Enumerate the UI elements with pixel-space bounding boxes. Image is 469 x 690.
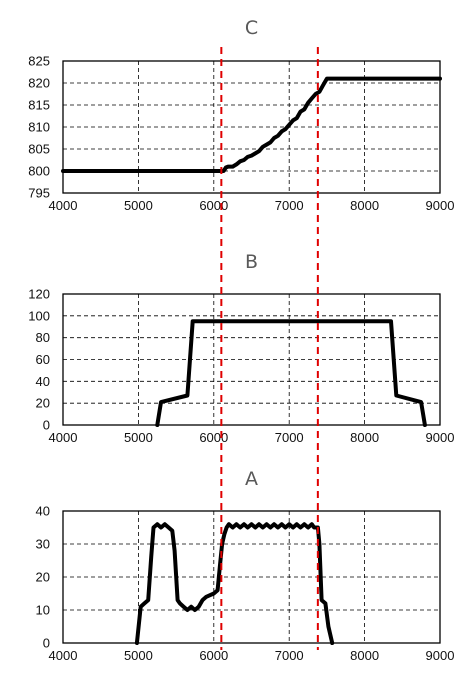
x-tick-label: 5000 — [124, 198, 153, 213]
x-tick-label: 9000 — [426, 198, 455, 213]
chart-c: C 4000 5000 6000 7000 8000 9000 795 800 805 810 815… — [28, 17, 454, 213]
y-tick-label: 0 — [43, 418, 50, 433]
y-tick-label: 40 — [36, 374, 50, 389]
y-tick-label: 795 — [28, 186, 50, 201]
y-tick-label: 60 — [36, 352, 50, 367]
chart-title: A — [245, 468, 258, 490]
series-line — [155, 319, 427, 427]
x-tick-label: 4000 — [49, 198, 78, 213]
x-tick-label: 5000 — [124, 430, 153, 445]
y-tick-label: 100 — [28, 308, 50, 323]
y-tick-label: 805 — [28, 142, 50, 157]
plot-area — [62, 510, 441, 644]
x-tick-label: 8000 — [350, 648, 379, 663]
x-tick-label: 4000 — [49, 648, 78, 663]
marker-lines — [220, 47, 319, 650]
x-tick-label: 7000 — [275, 198, 304, 213]
x-tick-label: 4000 — [49, 430, 78, 445]
y-tick-label: 815 — [28, 98, 50, 113]
chart-title: B — [245, 251, 258, 273]
y-tick-label: 825 — [28, 54, 50, 69]
y-tick-label: 20 — [36, 396, 50, 411]
y-tick-label: 10 — [36, 603, 50, 618]
y-tick-label: 810 — [28, 120, 50, 135]
y-tick-label: 20 — [36, 570, 50, 585]
series-line — [134, 522, 335, 645]
x-tick-label: 8000 — [350, 430, 379, 445]
y-tick-label: 820 — [28, 76, 50, 91]
x-tick-label: 9000 — [426, 430, 455, 445]
chart-b: B 4000 5000 6000 7000 8000 9000 0 20 40 60 80 100 120 — [28, 251, 454, 445]
x-tick-label: 8000 — [350, 198, 379, 213]
x-tick-label: 6000 — [199, 198, 228, 213]
y-tick-label: 30 — [36, 537, 50, 552]
chart-title: C — [245, 17, 258, 39]
y-tick-label: 80 — [36, 330, 50, 345]
series-line — [61, 76, 442, 173]
x-tick-label: 5000 — [124, 648, 153, 663]
y-tick-label: 800 — [28, 164, 50, 179]
x-tick-label: 6000 — [199, 430, 228, 445]
x-tick-label: 7000 — [275, 648, 304, 663]
x-tick-label: 7000 — [275, 430, 304, 445]
x-tick-label: 6000 — [199, 648, 228, 663]
chart-a: A 4000 5000 6000 7000 8000 9000 0 10 20 30 40 — [36, 468, 455, 663]
y-tick-label: 120 — [28, 287, 50, 302]
x-tick-label: 9000 — [426, 648, 455, 663]
y-tick-label: 0 — [43, 636, 50, 651]
y-tick-label: 40 — [36, 504, 50, 519]
